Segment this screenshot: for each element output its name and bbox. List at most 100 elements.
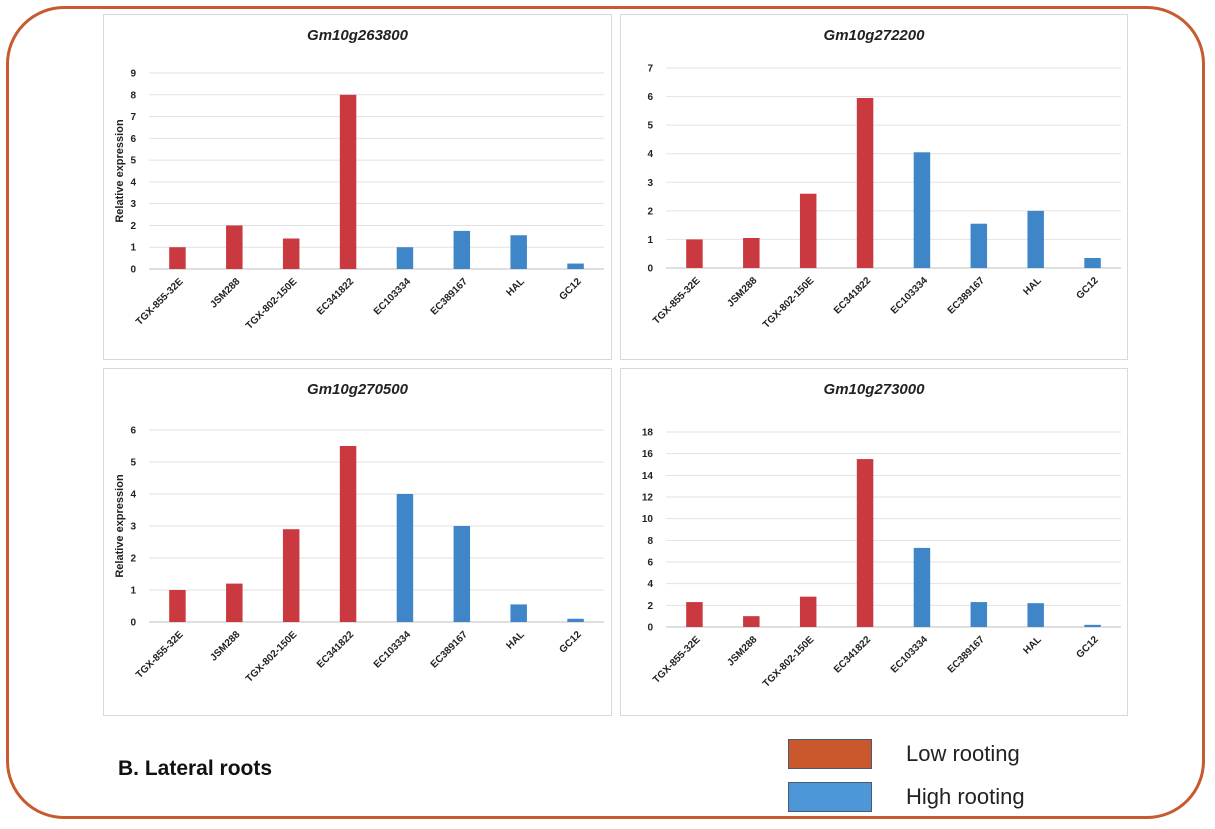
y-tick-label: 14 [642, 471, 654, 482]
y-tick-label: 10 [642, 514, 654, 525]
bar-hal [510, 604, 527, 622]
bar-tgx-855-32e [169, 247, 186, 269]
x-tick-label: GC12 [1074, 634, 1101, 661]
legend-item-low: Low rooting [788, 739, 1020, 769]
y-tick-label: 4 [647, 579, 653, 590]
bar-ec103334 [913, 152, 931, 268]
y-tick-label: 2 [130, 554, 136, 565]
y-axis-label: Relative expression [114, 119, 126, 223]
bar-tgx-855-32e [169, 590, 186, 622]
bar-ec341822 [856, 459, 874, 627]
x-tick-label: HAL [504, 629, 526, 651]
x-tick-label: HAL [1021, 275, 1043, 297]
x-tick-label: EC103334 [889, 634, 931, 676]
chart-svg: Gm10g270500 0 1 2 3 4 5 6 Relative expression TGX… [114, 381, 604, 685]
y-tick-label: 12 [642, 493, 654, 504]
y-tick-label: 5 [130, 458, 136, 469]
bar-ec389167 [453, 230, 471, 269]
x-tick-label: JSM288 [208, 276, 242, 310]
y-tick-label: 8 [130, 90, 136, 101]
y-tick-label: 5 [647, 121, 653, 132]
x-tick-label: TGX-855-32E [134, 276, 186, 328]
bar-gc12 [1084, 624, 1101, 627]
y-tick-label: 0 [130, 618, 136, 629]
y-tick-label: 5 [130, 156, 136, 167]
bar-jsm288 [743, 616, 760, 627]
bar-jsm288 [226, 583, 243, 622]
y-tick-label: 6 [130, 426, 136, 437]
y-tick-label: 9 [130, 69, 136, 80]
bar-ec389167 [453, 526, 471, 622]
y-tick-label: 0 [647, 264, 653, 275]
y-tick-label: 3 [130, 522, 136, 533]
y-tick-label: 1 [130, 243, 136, 254]
y-tick-label: 3 [647, 178, 653, 189]
y-tick-label: 1 [647, 235, 653, 246]
chart-svg: Gm10g272200 0 1 2 3 4 5 6 7 TGX-855-32E JSM288 TGX-… [647, 27, 1121, 331]
bar-hal [1027, 603, 1044, 627]
y-axis-label: Relative expression [114, 474, 126, 578]
bar-hal [1027, 210, 1044, 268]
x-tick-label: EC389167 [429, 276, 471, 318]
y-tick-label: 16 [642, 449, 654, 460]
bar-ec103334 [396, 494, 414, 622]
x-tick-label: TGX-855-32E [651, 275, 703, 327]
y-tick-label: 2 [130, 221, 136, 232]
bar-gc12 [567, 618, 584, 622]
x-tick-label: EC103334 [889, 275, 931, 317]
figure-frame [6, 6, 1205, 819]
bar-ec389167 [970, 602, 988, 627]
legend-item-high: High rooting [788, 782, 1025, 812]
y-tick-label: 3 [130, 199, 136, 210]
chart-panel-gm10g270500: Gm10g270500 0 1 2 3 4 5 6 Relative expression TGX… [103, 368, 612, 716]
chart-title: Gm10g263800 [307, 27, 409, 44]
x-tick-label: EC341822 [315, 276, 357, 318]
x-tick-label: HAL [504, 276, 526, 298]
x-tick-label: EC389167 [946, 634, 988, 676]
bar-ec341822 [856, 98, 874, 268]
x-tick-label: JSM288 [208, 629, 242, 663]
x-tick-label: EC389167 [429, 629, 471, 671]
x-tick-label: EC341822 [832, 634, 874, 676]
y-tick-label: 4 [647, 149, 653, 160]
legend-swatch-high [788, 782, 872, 812]
bar-tgx-802-150e [799, 596, 817, 627]
bar-ec389167 [970, 223, 988, 268]
chart-title: Gm10g270500 [307, 381, 409, 398]
y-tick-label: 1 [130, 586, 136, 597]
bar-ec341822 [339, 94, 357, 270]
bar-tgx-802-150e [282, 238, 300, 269]
bar-gc12 [1084, 258, 1101, 268]
x-tick-label: EC341822 [832, 275, 874, 317]
bar-tgx-802-150e [282, 529, 300, 622]
chart-panel-gm10g272200: Gm10g272200 0 1 2 3 4 5 6 7 TGX-855-32E JSM288 TGX-… [620, 14, 1128, 360]
legend-label-low: Low rooting [906, 741, 1020, 766]
y-tick-label: 6 [647, 558, 653, 569]
chart-title: Gm10g272200 [824, 27, 926, 44]
bar-hal [510, 235, 527, 269]
chart-panel-gm10g263800: Gm10g263800 0 1 2 3 4 5 6 7 8 9 Relative expression… [103, 14, 612, 360]
chart-panel-gm10g273000: Gm10g273000 0 2 4 6 8 10 12 14 16 18 TGX-855-32E JSM… [620, 368, 1128, 716]
x-tick-label: GC12 [557, 276, 584, 303]
bar-tgx-855-32e [686, 602, 703, 627]
x-tick-label: HAL [1021, 634, 1043, 656]
x-tick-label: EC389167 [946, 275, 988, 317]
x-tick-label: TGX-802-150E [244, 629, 300, 685]
chart-svg: Gm10g263800 0 1 2 3 4 5 6 7 8 9 Relative expression… [114, 27, 604, 332]
section-label: B. Lateral roots [118, 757, 273, 780]
x-tick-label: TGX-802-150E [244, 276, 300, 332]
y-tick-label: 8 [647, 536, 653, 547]
chart-title: Gm10g273000 [824, 381, 926, 398]
chart-svg: Gm10g273000 0 2 4 6 8 10 12 14 16 18 TGX-855-32E JSM… [642, 381, 1121, 690]
x-tick-label: TGX-802-150E [761, 275, 817, 331]
x-tick-label: EC341822 [315, 629, 357, 671]
y-tick-label: 7 [130, 112, 136, 123]
bar-tgx-855-32e [686, 239, 703, 268]
y-tick-label: 0 [647, 623, 653, 634]
bar-gc12 [567, 263, 584, 269]
y-tick-label: 6 [130, 134, 136, 145]
x-tick-label: EC103334 [372, 629, 414, 671]
x-tick-label: JSM288 [725, 275, 759, 309]
x-tick-label: TGX-855-32E [134, 629, 186, 681]
x-tick-label: EC103334 [372, 276, 414, 318]
